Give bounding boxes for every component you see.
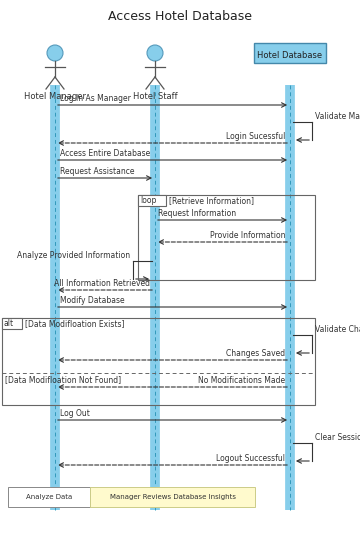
Bar [90, 487, 255, 507]
Text: Hotel Database: Hotel Database [257, 50, 323, 60]
Text: Login Sucessful: Login Sucessful [226, 132, 285, 141]
Text: Logout Successful: Logout Successful [216, 454, 285, 463]
Text: Modify Database: Modify Database [60, 296, 125, 305]
Text: Request Assistance: Request Assistance [60, 167, 135, 176]
Text: [Data Modifloation Not Found]: [Data Modifloation Not Found] [5, 375, 121, 384]
Text: loop: loop [140, 196, 156, 205]
Text: Provide Information: Provide Information [210, 231, 285, 240]
Text: [Retrieve Information]: [Retrieve Information] [169, 196, 254, 205]
Text: [Data Modifloation Exists]: [Data Modifloation Exists] [25, 319, 125, 328]
Text: Analyze Data: Analyze Data [26, 494, 72, 500]
Bar [254, 43, 326, 63]
Circle shape [47, 45, 63, 61]
Text: Hotel Staff: Hotel Staff [133, 92, 177, 101]
Text: Access Entire Database: Access Entire Database [60, 149, 150, 158]
Bar [138, 195, 166, 206]
Text: alt: alt [4, 319, 14, 328]
Text: Validate Manager Credentials: Validate Manager Credentials [315, 112, 360, 121]
Text: Clear Session: Clear Session [315, 433, 360, 442]
Circle shape [147, 45, 163, 61]
Text: All Information Retrieved: All Information Retrieved [54, 279, 150, 288]
Text: Manager Reviews Database Insights: Manager Reviews Database Insights [109, 494, 235, 500]
Text: Log In As Manager: Log In As Manager [60, 94, 131, 103]
Bar [2, 318, 315, 405]
Text: Access Hotel Database: Access Hotel Database [108, 10, 252, 23]
Text: Changes Saved: Changes Saved [226, 349, 285, 358]
Bar [138, 195, 315, 280]
Bar [8, 487, 90, 507]
Text: Request Information: Request Information [158, 209, 236, 218]
Text: Analyze Provided Information: Analyze Provided Information [17, 251, 130, 260]
Text: No Modifications Made: No Modifications Made [198, 376, 285, 385]
Text: Validate Changes: Validate Changes [315, 325, 360, 334]
Text: Hotel Manager: Hotel Manager [24, 92, 86, 101]
Text: Log Out: Log Out [60, 409, 90, 418]
Bar [2, 318, 22, 329]
